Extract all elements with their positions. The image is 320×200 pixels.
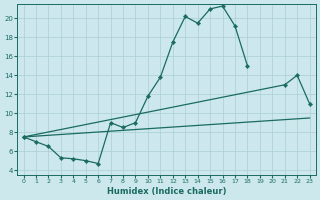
X-axis label: Humidex (Indice chaleur): Humidex (Indice chaleur) [107, 187, 226, 196]
